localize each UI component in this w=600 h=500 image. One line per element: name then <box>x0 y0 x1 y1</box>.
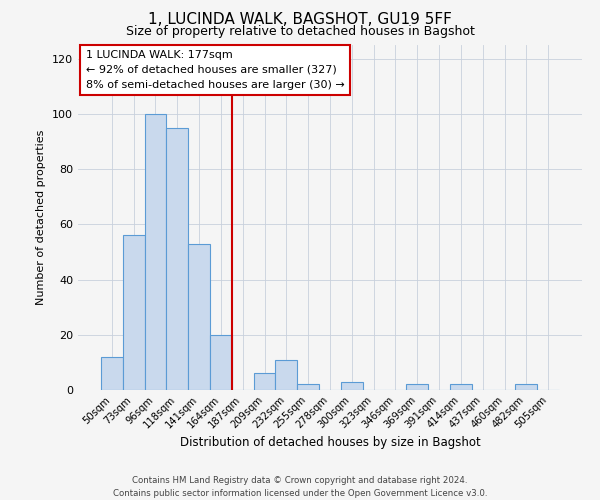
Bar <box>515 384 537 390</box>
Bar <box>406 384 428 390</box>
Bar <box>254 374 275 390</box>
Bar <box>188 244 210 390</box>
Text: Contains HM Land Registry data © Crown copyright and database right 2024.
Contai: Contains HM Land Registry data © Crown c… <box>113 476 487 498</box>
Bar <box>101 357 123 390</box>
Text: Size of property relative to detached houses in Bagshot: Size of property relative to detached ho… <box>125 25 475 38</box>
Bar <box>275 360 297 390</box>
Bar <box>145 114 166 390</box>
Bar <box>210 335 232 390</box>
Bar <box>166 128 188 390</box>
Text: 1, LUCINDA WALK, BAGSHOT, GU19 5FF: 1, LUCINDA WALK, BAGSHOT, GU19 5FF <box>148 12 452 28</box>
Bar <box>123 236 145 390</box>
Y-axis label: Number of detached properties: Number of detached properties <box>37 130 46 305</box>
Bar <box>341 382 363 390</box>
X-axis label: Distribution of detached houses by size in Bagshot: Distribution of detached houses by size … <box>179 436 481 449</box>
Text: 1 LUCINDA WALK: 177sqm
← 92% of detached houses are smaller (327)
8% of semi-det: 1 LUCINDA WALK: 177sqm ← 92% of detached… <box>86 50 344 90</box>
Bar <box>450 384 472 390</box>
Bar <box>297 384 319 390</box>
